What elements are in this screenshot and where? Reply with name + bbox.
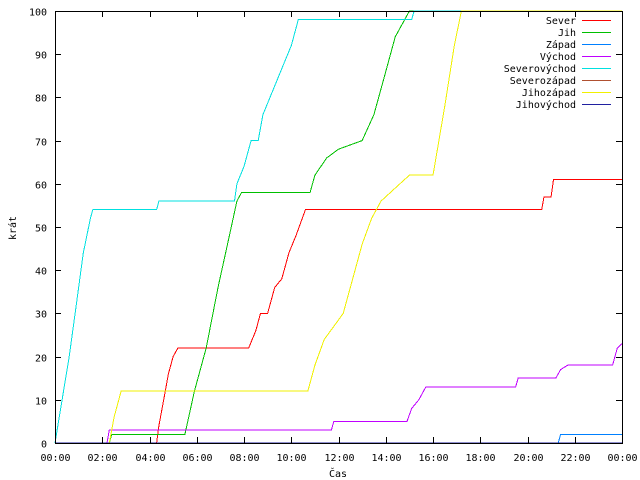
y-tick-label: 70 [35,138,47,149]
y-tick-label: 40 [35,267,47,278]
x-tick-label: 20:00 [513,453,543,464]
x-tick-label: 10:00 [276,453,306,464]
series-line-jih [55,10,622,444]
series-line-jihozapad [55,10,622,444]
series-line-severovychod [54,10,622,444]
y-tick-label: 50 [35,224,47,235]
y-tick-label: 10 [35,397,47,408]
x-tick-label: 16:00 [418,453,448,464]
x-tick-label: 22:00 [560,453,590,464]
legend-label-vychod: Východ [540,51,576,63]
y-tick-label: 30 [35,310,47,321]
legend-label-severozapad: Severozápad [510,75,576,87]
y-tick-label: 0 [41,440,47,451]
legend-label-sever: Sever [546,16,576,27]
x-tick-label: 14:00 [371,453,401,464]
x-tick-label: 04:00 [135,453,165,464]
y-tick-label: 90 [35,51,47,62]
x-tick-label: 18:00 [465,453,495,464]
x-tick-label: 00:00 [40,453,70,464]
y-axis-label: krát [7,216,19,240]
legend-label-jihozapad: Jihozápad [522,87,576,99]
x-axis-label: Čas [329,467,347,480]
y-tick-label: 60 [35,181,47,192]
x-tick-label: 06:00 [182,453,212,464]
y-tick-label: 100 [29,8,47,19]
legend-label-jihovychod: Jihovýchod [516,99,576,111]
ticks-layer: 00:00 02:00 04:00 06:00 08:00 10:00 12:00 14:00… [29,8,638,465]
series-line-vychod [55,343,623,444]
y-tick-label: 80 [35,94,47,105]
y-tick-label: 20 [35,354,47,365]
x-tick-label: 02:00 [87,453,117,464]
x-tick-label: 08:00 [229,453,259,464]
x-tick-label: 12:00 [324,453,354,464]
legend-label-zapad: Západ [546,39,576,51]
legend-label-severovychod: Severovýchod [504,63,576,75]
x-tick-label: 00:00 [607,453,637,464]
legend-label-jih: Jih [558,28,576,39]
legend: SeverJihZápadVýchodSeverovýchodSeverozáp… [504,16,611,111]
